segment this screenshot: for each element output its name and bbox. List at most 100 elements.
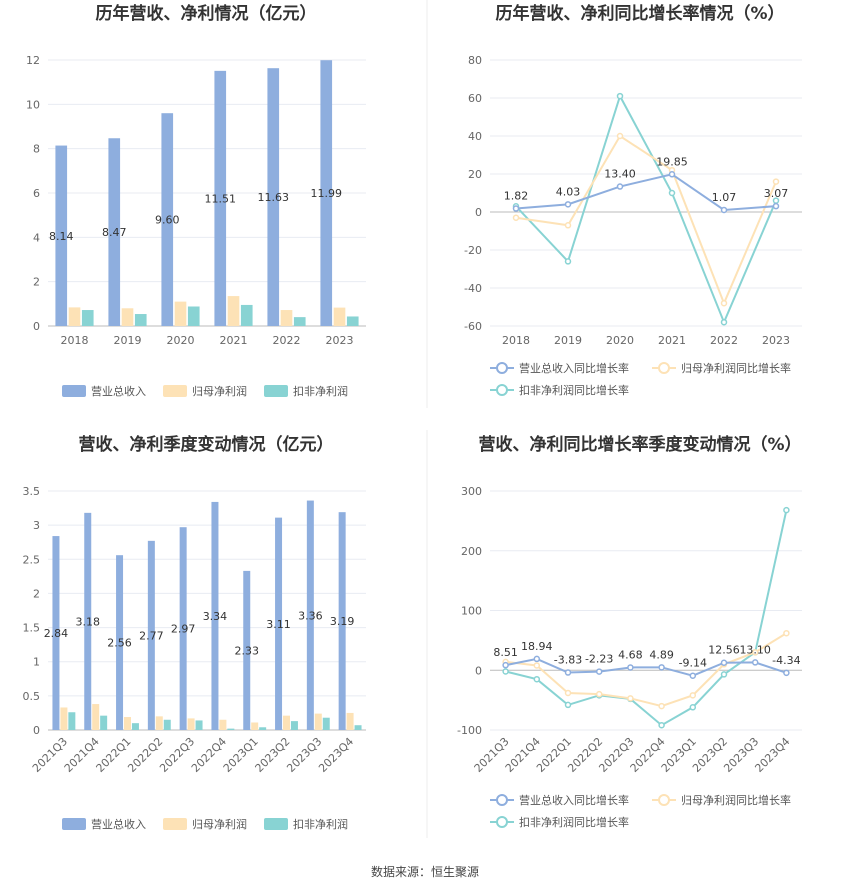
series-point-2 <box>512 214 520 221</box>
y-tick-label: 40 <box>468 130 482 143</box>
series-point-3 <box>720 671 728 678</box>
bar-net-profit <box>283 715 290 730</box>
chart-title-4: 营收、净利同比增长率季度变动情况（%） <box>478 434 801 455</box>
legend-swatch <box>62 385 86 397</box>
legend-label: 营业总收入 <box>91 817 146 831</box>
bar-deducted-profit <box>354 725 362 730</box>
legend-swatch <box>264 818 288 830</box>
legend-label: 归母净利润 <box>192 817 247 831</box>
series-point-1 <box>595 668 603 675</box>
line-data-label: 12.56 <box>708 644 740 657</box>
y-tick-label: 3 <box>33 519 40 532</box>
series-point-3 <box>689 704 697 711</box>
series-point-3 <box>783 506 790 514</box>
x-tick-label: 2023Q4 <box>316 735 356 775</box>
series-point-1 <box>533 655 541 663</box>
bar-data-label: 3.36 <box>298 609 323 622</box>
source-note: 数据来源：恒生聚源 <box>371 864 479 879</box>
line-data-label: 1.07 <box>712 191 737 204</box>
legend-label: 扣非净利润同比增长率 <box>519 383 629 397</box>
bar-net-profit <box>68 307 81 326</box>
legend-swatch <box>264 385 288 397</box>
series-point-1 <box>627 664 634 671</box>
line-data-label: 4.68 <box>618 648 643 661</box>
y-tick-label: 1.5 <box>23 622 41 635</box>
series-point-1 <box>564 669 572 676</box>
series-point-2 <box>783 629 790 637</box>
legend-label: 归母净利润 <box>192 384 247 398</box>
y-tick-label: 0 <box>33 724 40 737</box>
legend-swatch-marker <box>496 362 508 374</box>
bar-revenue <box>243 570 251 730</box>
series-point-1 <box>720 659 728 666</box>
series-point-1 <box>783 669 790 677</box>
legend-swatch-marker <box>496 816 508 828</box>
legend-swatch-marker <box>658 362 670 374</box>
bar-data-label: 11.51 <box>205 192 237 205</box>
line-data-label: 4.89 <box>649 648 674 661</box>
chart-title-2: 历年营收、净利同比增长率情况（%） <box>495 3 784 24</box>
series-point-3 <box>533 675 541 683</box>
bar-data-label: 2.33 <box>235 644 260 657</box>
legend-swatch-marker <box>496 794 508 806</box>
series-point-1 <box>751 659 759 666</box>
line-data-label: 3.07 <box>764 187 789 200</box>
bar-net-profit <box>251 722 259 730</box>
bar-revenue <box>275 517 283 730</box>
bar-revenue <box>55 145 68 326</box>
bar-net-profit <box>219 719 227 730</box>
bar-data-label: 2.56 <box>107 637 132 650</box>
bar-revenue <box>211 501 219 730</box>
bar-net-profit <box>314 713 322 730</box>
legend-label: 营业总收入 <box>91 384 146 398</box>
bar-revenue <box>306 500 314 730</box>
bar-revenue <box>320 60 333 326</box>
y-tick-label: 300 <box>461 485 482 498</box>
y-tick-label: 0.5 <box>23 690 41 703</box>
chart-title-1: 历年营收、净利情况（亿元） <box>96 3 317 24</box>
bar-deducted-profit <box>163 719 171 730</box>
series-point-3 <box>564 701 572 709</box>
y-tick-label: 2 <box>33 276 40 289</box>
bar-data-label: 8.14 <box>49 230 74 243</box>
legend-label: 归母净利润同比增长率 <box>681 793 791 807</box>
line-data-label: 19.85 <box>656 155 688 168</box>
x-tick-label: 2018 <box>61 334 89 347</box>
x-tick-label: 2023 <box>762 334 790 347</box>
series-line-1 <box>515 173 777 211</box>
series-point-2 <box>533 662 541 669</box>
bar-deducted-profit <box>187 306 200 326</box>
legend-label: 营业总收入同比增长率 <box>519 361 629 375</box>
bar-revenue <box>108 138 121 326</box>
line-data-label: 18.94 <box>521 640 553 653</box>
bar-deducted-profit <box>100 715 108 730</box>
series-point-2 <box>564 689 572 697</box>
series-line-2 <box>515 134 777 306</box>
bar-deducted-profit <box>81 310 94 326</box>
bar-revenue <box>147 540 155 730</box>
bar-revenue <box>338 512 346 730</box>
y-tick-label: 2.5 <box>23 553 41 566</box>
x-tick-label: 2022 <box>273 334 301 347</box>
series-point-1 <box>668 171 676 178</box>
y-tick-label: 100 <box>461 605 482 618</box>
bar-revenue <box>84 512 92 730</box>
x-tick-label: 2022 <box>710 334 738 347</box>
series-point-2 <box>720 299 728 307</box>
legend-swatch-marker <box>496 384 508 396</box>
bar-data-label: 3.18 <box>76 615 101 628</box>
bar-net-profit <box>60 707 68 730</box>
x-tick-label: 2020 <box>606 334 634 347</box>
series-point-2 <box>751 649 759 656</box>
series-line-3 <box>505 509 788 727</box>
series-point-2 <box>616 132 624 140</box>
bar-data-label: 3.11 <box>266 618 291 631</box>
y-tick-label: 2 <box>33 587 40 600</box>
series-point-2 <box>595 690 603 698</box>
bar-net-profit <box>333 307 346 326</box>
y-tick-label: 4 <box>33 231 40 244</box>
x-tick-label: 2021 <box>220 334 248 347</box>
y-tick-label: -100 <box>457 724 482 737</box>
line-data-label: 13.40 <box>604 168 636 181</box>
bar-revenue <box>116 555 124 730</box>
